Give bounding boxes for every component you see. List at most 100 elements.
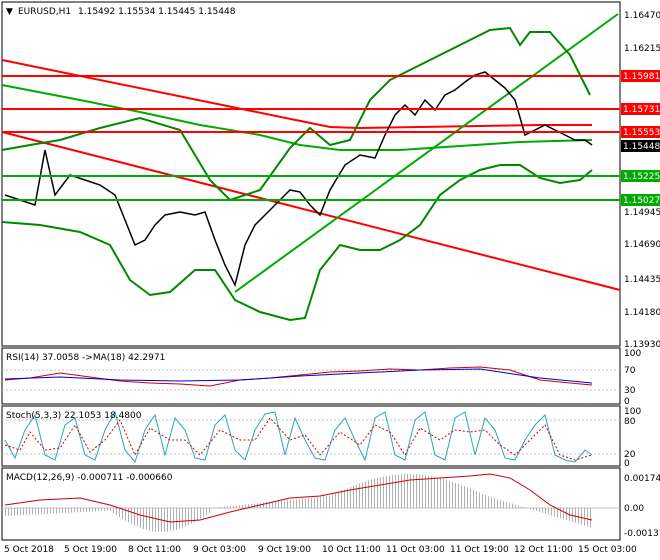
x-tick: 12 Oct 11:00	[514, 545, 573, 555]
macd-bar	[428, 475, 429, 508]
macd-bar	[209, 508, 210, 514]
macd-bar	[326, 496, 327, 508]
macd-tick: 0.001746	[624, 474, 660, 484]
x-tick: 9 Oct 03:00	[193, 545, 246, 555]
level-badge-bg	[621, 126, 660, 138]
macd-bar	[338, 491, 339, 508]
macd-bar	[347, 488, 348, 508]
macd-bar	[236, 505, 237, 508]
macd-bar	[50, 508, 51, 514]
macd-bar	[296, 499, 297, 508]
stoch-tick: 80	[624, 417, 636, 427]
macd-bar	[437, 477, 438, 508]
macd-bar	[431, 476, 432, 508]
macd-bar	[239, 505, 240, 508]
macd-bar	[500, 499, 501, 508]
macd-bar	[494, 498, 495, 508]
macd-bar	[341, 490, 342, 508]
y-tick: 1.14945	[624, 208, 660, 218]
macd-bar	[68, 508, 69, 513]
macd-bar	[8, 508, 9, 516]
macd-bar	[74, 508, 75, 513]
macd-bar	[293, 499, 294, 508]
macd-bar	[203, 508, 204, 517]
price-area	[1, 13, 621, 322]
macd-bar	[206, 508, 207, 516]
macd-bar	[581, 508, 582, 525]
macd-bar	[242, 504, 243, 508]
ohlc-label: 1.15492 1.15534 1.15445 1.15448	[78, 7, 236, 17]
macd-bar	[11, 508, 12, 516]
macd-bar	[23, 508, 24, 516]
macd-bar	[125, 508, 126, 521]
x-tick: 5 Oct 19:00	[64, 545, 117, 555]
macd-bar	[539, 508, 540, 512]
level-badge: 1.15981	[623, 72, 660, 82]
rsi-panel[interactable]	[1, 347, 621, 405]
macd-bar	[197, 508, 198, 521]
macd-bar	[548, 508, 549, 515]
macd-bar	[503, 500, 504, 508]
macd-bar	[230, 506, 231, 508]
macd-bar	[224, 506, 225, 508]
level-badges: 1.15981 1.15731 1.15553 1.15448 1.15225 …	[621, 70, 660, 206]
macd-bar	[95, 508, 96, 512]
rsi-line	[4, 366, 593, 387]
level-badge-bg	[621, 103, 660, 115]
y-tick: 1.13930	[624, 340, 660, 350]
macd-bar	[89, 508, 90, 512]
macd-bar	[497, 499, 498, 508]
macd-bar	[560, 508, 561, 519]
macd-bar	[272, 501, 273, 508]
rsi-tick: 100	[624, 349, 641, 359]
macd-bar	[329, 495, 330, 508]
macd-bar	[14, 508, 15, 516]
macd-bar	[98, 508, 99, 512]
collapse-arrow-icon[interactable]: ▼	[6, 7, 13, 17]
macd-bar	[107, 508, 108, 511]
stoch-signal-line	[4, 417, 593, 461]
macd-bar	[302, 498, 303, 508]
macd-bar	[140, 508, 141, 528]
level-badge: 1.15731	[623, 105, 660, 115]
macd-bar	[26, 508, 27, 515]
macd-bar	[29, 508, 30, 515]
macd-bar	[368, 480, 369, 508]
macd-bar	[344, 489, 345, 508]
price-line	[4, 71, 593, 288]
macd-bar	[35, 508, 36, 515]
level-badge-bg	[621, 170, 660, 182]
macd-tick: -0.001371	[624, 529, 660, 539]
macd-bar	[389, 475, 390, 508]
macd-bar	[179, 508, 180, 529]
macd-bar	[194, 508, 195, 523]
macd-bar	[167, 508, 168, 532]
x-tick: 15 Oct 03:00	[578, 545, 637, 555]
macd-bar	[137, 508, 138, 527]
macd-bar	[485, 495, 486, 508]
macd-bar	[377, 477, 378, 508]
macd-bar	[188, 508, 189, 526]
main-y-axis: 1.16470 1.16215 1.14945 1.14690 1.14435 …	[624, 11, 660, 350]
macd-bar	[308, 498, 309, 508]
macd-bar	[512, 503, 513, 508]
macd-bar	[446, 479, 447, 508]
macd-bar	[386, 476, 387, 508]
macd-bar	[305, 498, 306, 508]
macd-bar	[413, 474, 414, 508]
macd-bar	[545, 508, 546, 514]
macd-bar	[59, 508, 60, 514]
macd-bar	[158, 508, 159, 532]
macd-bar	[275, 501, 276, 508]
macd-bar	[425, 475, 426, 508]
macd-bar	[434, 476, 435, 508]
macd-bar	[509, 502, 510, 508]
macd-bar	[5, 508, 6, 516]
macd-bar	[452, 481, 453, 508]
macd-bar	[155, 508, 156, 532]
stoch-tick: 100	[624, 407, 641, 417]
macd-bar	[524, 507, 525, 508]
main-chart-panel[interactable]	[1, 1, 621, 347]
stoch-label: Stoch(5,3,3) 22.1053 18.4800	[6, 411, 142, 421]
